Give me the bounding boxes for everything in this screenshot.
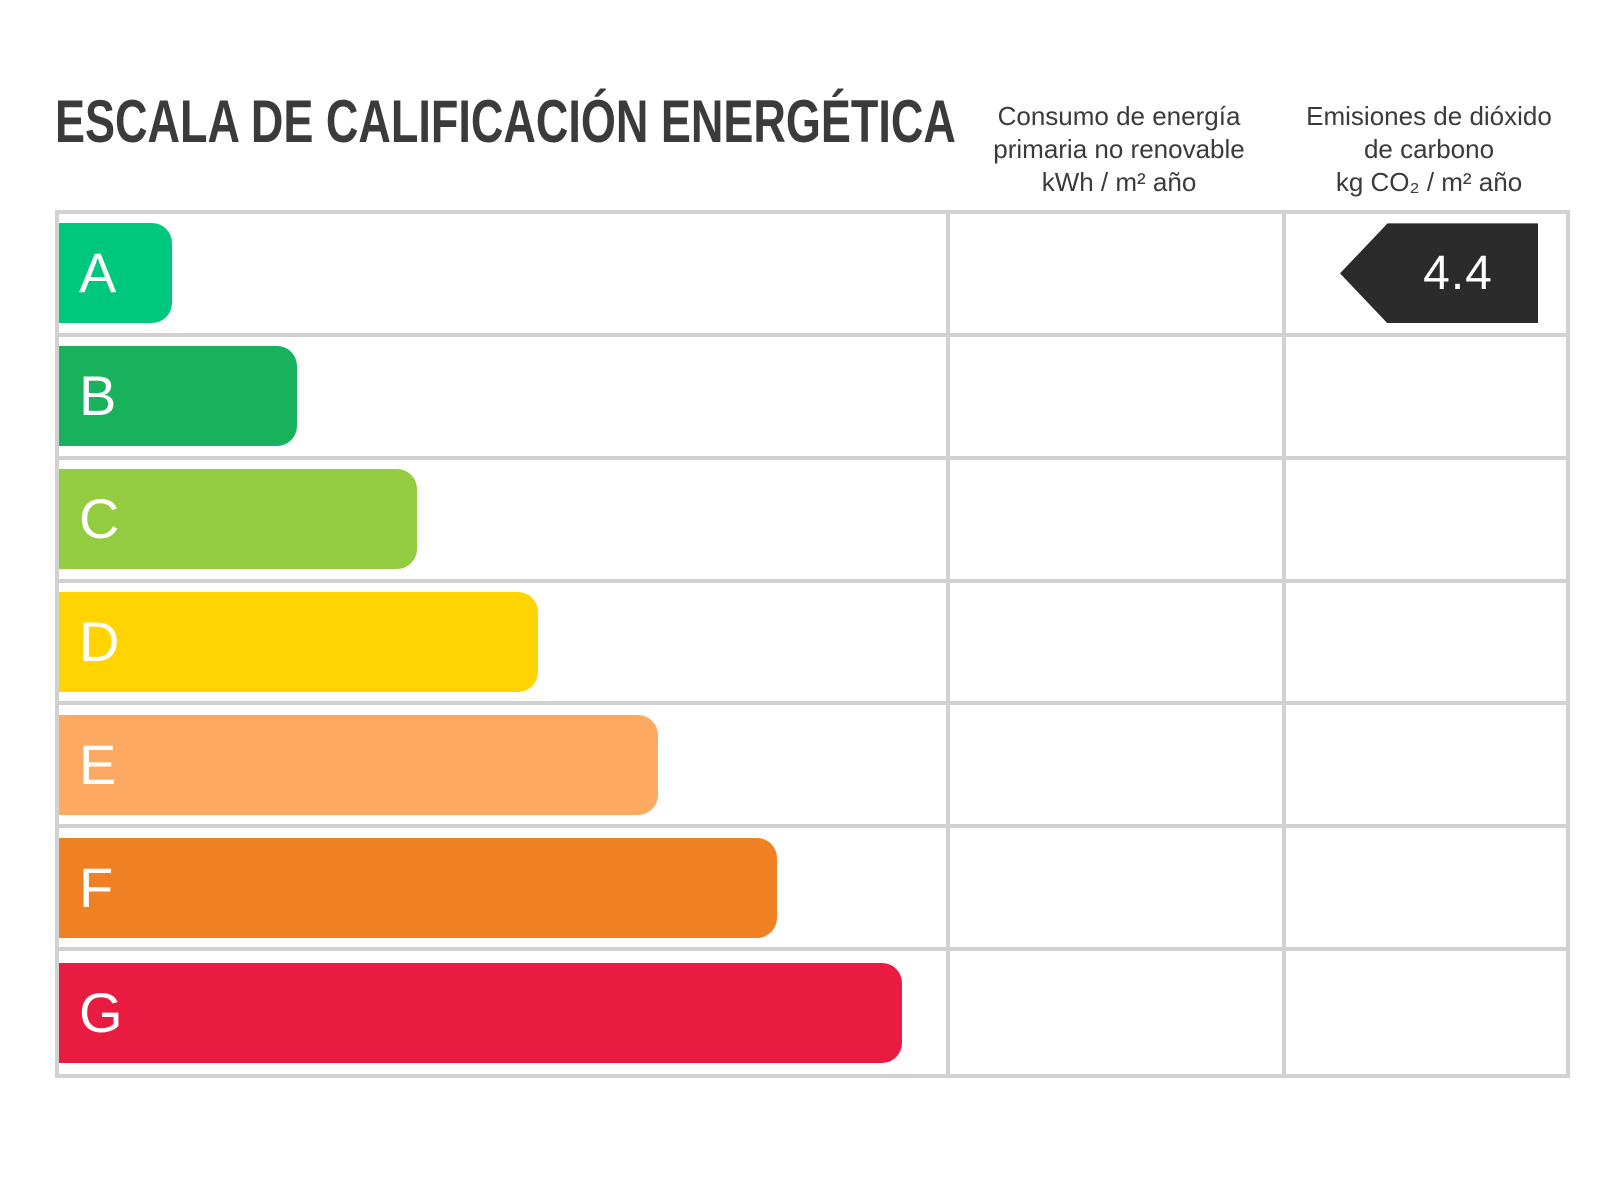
- rating-letter: B: [79, 364, 117, 428]
- rating-bar-f: F: [59, 837, 778, 938]
- consumo-header-unit: kWh / m² año: [1041, 167, 1197, 197]
- bar-cell-g: G: [59, 951, 950, 1074]
- bar-cell-b: B: [59, 336, 950, 460]
- emisiones-cell-e: [1286, 705, 1566, 829]
- page-title: ESCALA DE CALIFICACIÓN ENERGÉTICA: [55, 88, 956, 155]
- emisiones-cell-b: [1286, 337, 1566, 460]
- consumo-cell-e: [950, 705, 1286, 829]
- rating-bar-d: D: [59, 591, 538, 692]
- emissions-marker-arrow: 4.4: [1340, 223, 1538, 324]
- emisiones-cell-g: [1286, 951, 1566, 1074]
- rating-letter: D: [79, 609, 120, 673]
- bar-cell-d: D: [59, 582, 950, 706]
- bar-cell-f: F: [59, 828, 950, 952]
- rating-table: A 4.4 B C D: [55, 210, 1570, 1078]
- rating-letter: G: [79, 980, 123, 1044]
- rating-bar-a: A: [59, 223, 172, 324]
- rating-letter: C: [79, 487, 120, 551]
- emissions-value: 4.4: [1423, 246, 1493, 300]
- emisiones-header-unit: kg CO₂ / m² año: [1335, 167, 1523, 197]
- rating-bar-g: G: [59, 962, 902, 1063]
- emisiones-header-line-1: Emisiones de dióxido: [1306, 101, 1552, 131]
- emisiones-cell-a: 4.4: [1286, 214, 1566, 337]
- rating-bar-b: B: [59, 346, 297, 447]
- emisiones-cell-f: [1286, 828, 1566, 952]
- bar-cell-c: C: [59, 459, 950, 583]
- consumo-cell-c: [950, 459, 1286, 583]
- rating-bar-c: C: [59, 469, 418, 570]
- rating-letter: E: [79, 732, 117, 796]
- consumo-cell-f: [950, 828, 1286, 952]
- rating-letter: F: [79, 855, 114, 919]
- emisiones-column-header: Emisiones de dióxido de carbono kg CO₂ /…: [1288, 100, 1570, 199]
- consumo-header-line-1: Consumo de energía: [997, 101, 1241, 131]
- consumo-cell-a: [950, 214, 1286, 337]
- consumo-cell-d: [950, 582, 1286, 706]
- consumo-cell-b: [950, 336, 1286, 460]
- bar-cell-e: E: [59, 705, 950, 829]
- emisiones-header-line-2: de carbono: [1363, 134, 1495, 164]
- consumo-column-header: Consumo de energía primaria no renovable…: [950, 100, 1288, 199]
- consumo-cell-g: [950, 951, 1286, 1074]
- bar-cell-a: A: [59, 214, 950, 337]
- emisiones-cell-d: [1286, 583, 1566, 706]
- rating-letter: A: [79, 241, 117, 305]
- consumo-header-line-2: primaria no renovable: [993, 134, 1245, 164]
- rating-bar-e: E: [59, 714, 658, 815]
- emisiones-cell-c: [1286, 460, 1566, 583]
